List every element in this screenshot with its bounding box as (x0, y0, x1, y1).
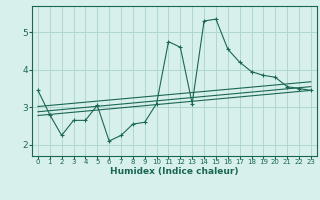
X-axis label: Humidex (Indice chaleur): Humidex (Indice chaleur) (110, 167, 239, 176)
